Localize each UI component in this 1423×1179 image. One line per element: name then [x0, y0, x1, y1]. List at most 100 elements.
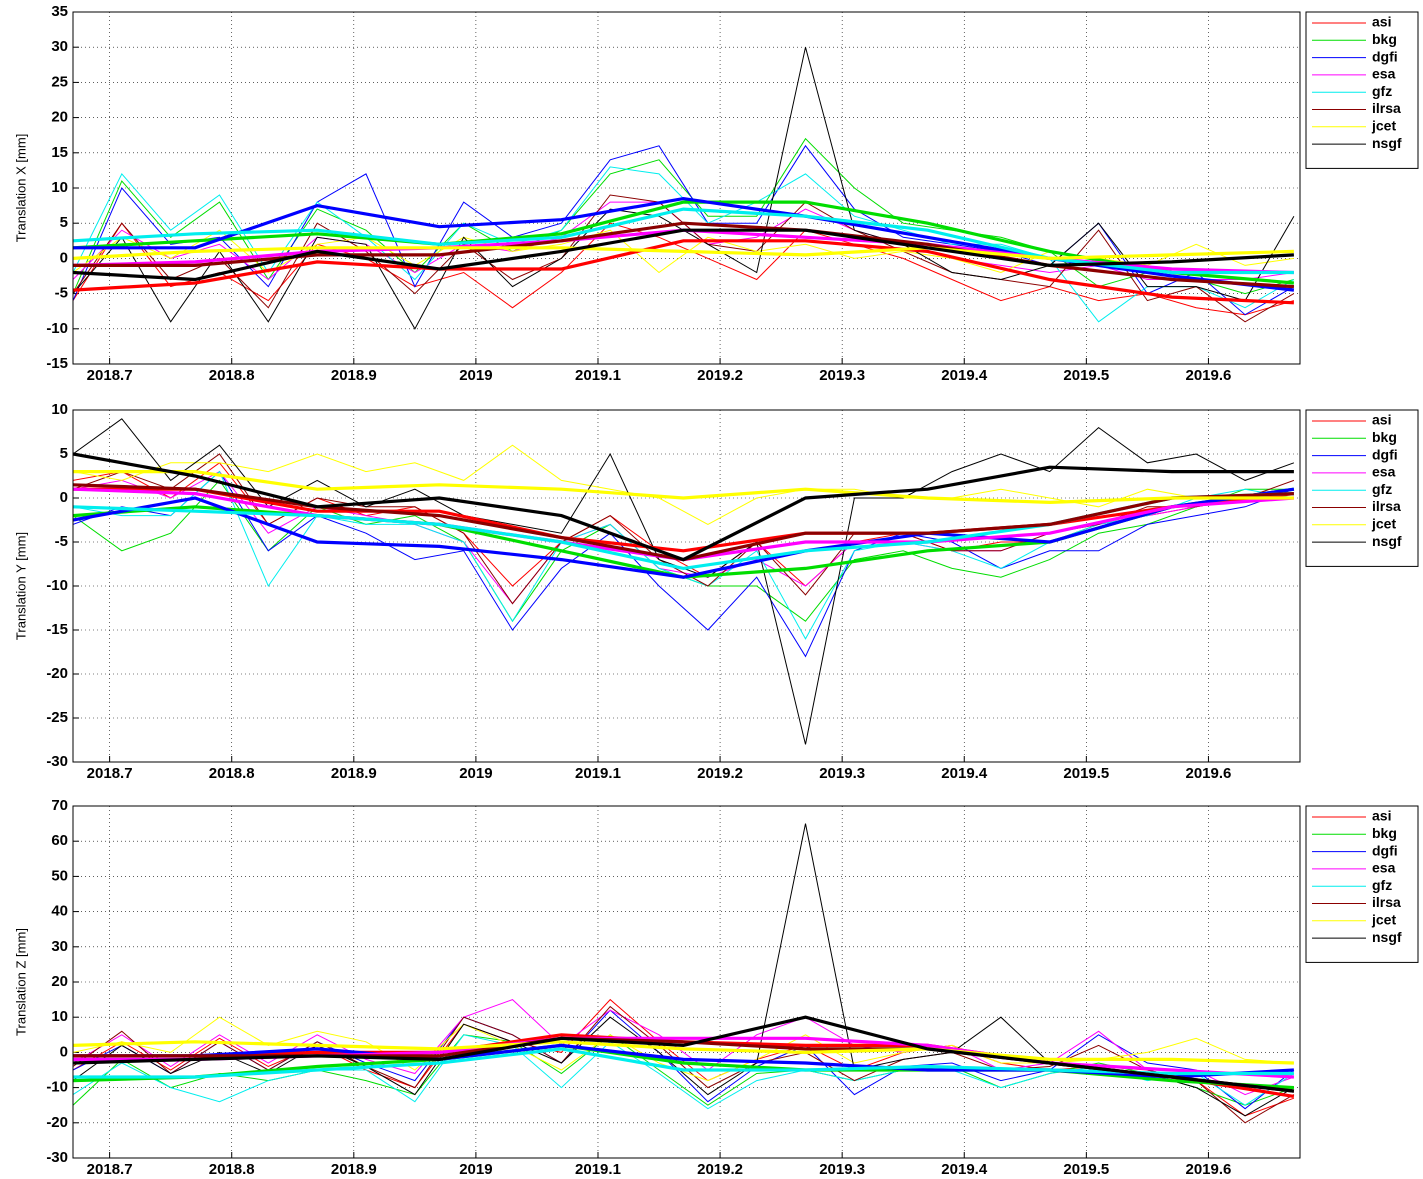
- y-tick-label: -10: [46, 1079, 68, 1096]
- x-tick-label: 2019.1: [575, 765, 621, 782]
- trend-line: [73, 246, 1294, 261]
- x-tick-label: 2019.3: [819, 765, 865, 782]
- x-tick-label: 2019.2: [697, 765, 743, 782]
- y-tick-label: -25: [46, 709, 68, 726]
- y-tick-label: 30: [51, 938, 68, 955]
- x-tick-label: 2019: [459, 367, 492, 384]
- x-tick-label: 2018.8: [209, 1161, 255, 1178]
- legend-box: [1305, 409, 1419, 567]
- y-axis-label: Translation X [mm]: [13, 134, 28, 243]
- y-tick-label: -15: [46, 621, 68, 638]
- y-tick-label: 10: [51, 179, 68, 196]
- series-line: [73, 222, 1295, 316]
- legend-box: [1305, 11, 1419, 169]
- axes-frame: [72, 11, 1301, 365]
- x-tick-label: 2018.8: [209, 367, 255, 384]
- y-tick-label: 30: [51, 38, 68, 55]
- y-tick-label: -5: [55, 285, 68, 302]
- y-tick-label: -10: [46, 320, 68, 337]
- x-tick-label: 2019.6: [1185, 367, 1231, 384]
- legend-label: dgfi: [1372, 446, 1398, 462]
- y-tick-label: 40: [51, 903, 68, 920]
- legend-label: asi: [1372, 14, 1391, 30]
- legend-label: dgfi: [1372, 48, 1398, 64]
- x-tick-label: 2019.5: [1063, 1161, 1109, 1178]
- legend-label: jcet: [1371, 912, 1396, 928]
- y-tick-label: -10: [46, 577, 68, 594]
- x-tick-label: 2019: [459, 765, 492, 782]
- trend-line: [73, 1047, 1294, 1079]
- legend-label: ilrsa: [1372, 894, 1401, 910]
- legend-label: bkg: [1372, 429, 1397, 445]
- x-tick-label: 2018.9: [331, 367, 377, 384]
- trend-line: [73, 221, 1294, 289]
- trend-line: [73, 1015, 1295, 1093]
- y-tick-label: 0: [60, 489, 68, 506]
- y-axis-label: Translation Y [mm]: [13, 532, 28, 640]
- x-tick-label: 2019.4: [941, 367, 988, 384]
- y-tick-label: -5: [55, 533, 68, 550]
- x-tick-label: 2018.7: [87, 765, 133, 782]
- legend-label: esa: [1372, 860, 1396, 876]
- y-tick-label: 25: [51, 73, 68, 90]
- trend-line: [73, 487, 1295, 579]
- series-line: [73, 1005, 1295, 1124]
- y-tick-label: 10: [51, 1008, 68, 1025]
- legend-label: nsgf: [1372, 135, 1402, 151]
- y-tick-label: -30: [46, 1149, 68, 1166]
- x-tick-label: 2019.5: [1063, 367, 1109, 384]
- axes-frame: [72, 805, 1301, 1159]
- y-tick-label: 10: [51, 401, 68, 418]
- y-tick-label: -15: [46, 355, 68, 372]
- trend-line: [73, 239, 1294, 305]
- legend-label: ilrsa: [1372, 100, 1401, 116]
- x-tick-label: 2019.3: [819, 367, 865, 384]
- y-tick-label: 60: [51, 832, 68, 849]
- trend-line: [73, 228, 1294, 282]
- x-tick-label: 2019.4: [941, 765, 988, 782]
- legend-label: gfz: [1372, 877, 1392, 893]
- x-tick-label: 2018.9: [331, 765, 377, 782]
- x-tick-label: 2019.1: [575, 1161, 621, 1178]
- x-tick-label: 2018.9: [331, 1161, 377, 1178]
- x-tick-label: 2019.2: [697, 367, 743, 384]
- legend-label: asi: [1372, 412, 1391, 428]
- x-tick-label: 2019.3: [819, 1161, 865, 1178]
- legend-box: [1305, 805, 1419, 963]
- lines: [73, 418, 1295, 745]
- legend-label: bkg: [1372, 825, 1397, 841]
- y-tick-label: 20: [51, 973, 68, 990]
- legend-label: gfz: [1372, 481, 1392, 497]
- y-axis-label: Translation Z [mm]: [13, 928, 28, 1036]
- trend-line: [73, 487, 1295, 553]
- y-tick-label: 70: [51, 797, 68, 814]
- x-tick-label: 2018.7: [87, 1161, 133, 1178]
- trend-line: [73, 452, 1294, 562]
- y-tick-label: -30: [46, 753, 68, 770]
- lines: [73, 823, 1295, 1124]
- y-tick-label: 20: [51, 109, 68, 126]
- y-tick-label: -20: [46, 1114, 68, 1131]
- legend-label: gfz: [1372, 83, 1392, 99]
- legend-label: nsgf: [1372, 533, 1402, 549]
- legend-label: jcet: [1371, 118, 1396, 134]
- y-tick-label: 5: [60, 214, 68, 231]
- y-tick-label: 5: [60, 445, 68, 462]
- x-tick-label: 2018.7: [87, 367, 133, 384]
- x-tick-label: 2019.4: [941, 1161, 988, 1178]
- x-tick-label: 2019.5: [1063, 765, 1109, 782]
- x-tick-label: 2018.8: [209, 765, 255, 782]
- y-tick-label: 0: [60, 249, 68, 266]
- legend-label: dgfi: [1372, 842, 1398, 858]
- lines: [73, 47, 1295, 330]
- legend-label: asi: [1372, 808, 1391, 824]
- x-tick-label: 2019.6: [1185, 765, 1231, 782]
- x-tick-label: 2019: [459, 1161, 492, 1178]
- series-line: [73, 444, 1294, 525]
- trend-line: [73, 470, 1294, 505]
- trend-line: [73, 1040, 1294, 1065]
- x-tick-label: 2019.6: [1185, 1161, 1231, 1178]
- y-tick-label: -20: [46, 665, 68, 682]
- y-tick-label: 50: [51, 867, 68, 884]
